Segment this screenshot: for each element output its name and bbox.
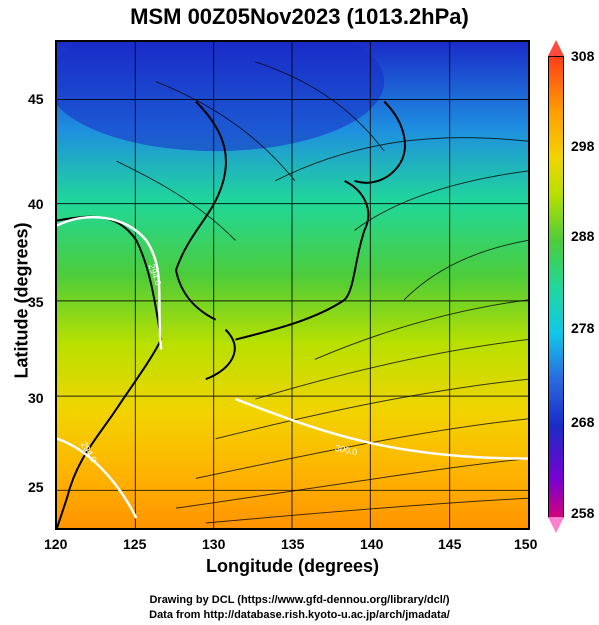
colorbar-tick-258: 258: [571, 505, 595, 521]
x-tick-140: 140: [360, 536, 384, 552]
colorbar-bottom-arrow: [548, 517, 564, 533]
colorbar-tick-278: 278: [571, 320, 595, 336]
y-tick-25: 25: [28, 479, 44, 495]
colorbar-tick-308: 308: [571, 48, 595, 64]
colorbar-tick-298: 298: [571, 138, 595, 154]
cold-pocket: [57, 42, 385, 152]
y-tick-45: 45: [28, 91, 44, 107]
x-tick-125: 125: [123, 536, 147, 552]
x-tick-130: 130: [202, 536, 226, 552]
colorbar-tick-268: 268: [571, 414, 595, 430]
x-tick-145: 145: [438, 536, 462, 552]
y-tick-40: 40: [28, 196, 44, 212]
credit-line-1: Drawing by DCL (https://www.gfd-dennou.o…: [149, 594, 450, 606]
credit-line-2: Data from http://database.rish.kyoto-u.a…: [149, 609, 450, 621]
x-axis-label: Longitude (degrees): [205, 556, 379, 576]
y-tick-35: 35: [28, 294, 44, 310]
colorbar: [548, 56, 564, 518]
gridlines: [57, 42, 528, 528]
colorbar-top-arrow: [548, 40, 564, 56]
x-tick-150: 150: [514, 536, 538, 552]
map-plot-area: 294.0 294.0 300.0: [55, 40, 530, 530]
y-axis-label: Latitude (degrees): [11, 222, 32, 379]
colorbar-tick-288: 288: [571, 228, 595, 244]
isotherm-contours: [57, 215, 528, 519]
map-title: MSM 00Z05Nov2023 (1013.2hPa): [130, 4, 469, 29]
x-tick-135: 135: [281, 536, 305, 552]
contour-label-3: 300.0: [334, 443, 358, 457]
y-tick-30: 30: [28, 390, 44, 406]
temperature-field: 294.0 294.0 300.0: [57, 42, 528, 528]
x-tick-120: 120: [44, 536, 68, 552]
wind-streamlines: [116, 61, 528, 524]
